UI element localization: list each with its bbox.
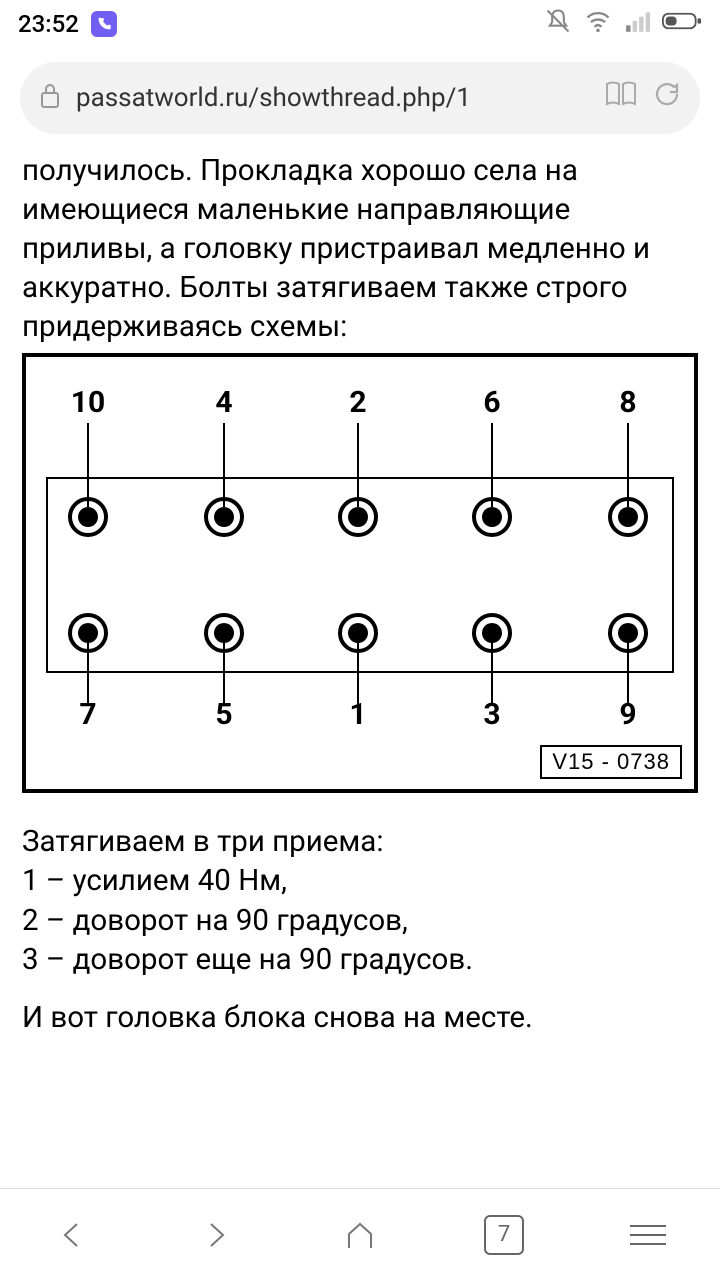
tab-count: 7 (484, 1215, 524, 1255)
back-button[interactable] (44, 1207, 100, 1263)
vibrate-icon (544, 7, 572, 41)
nav-bar: 7 (0, 1188, 720, 1280)
step-3: 3 – доворот еще на 90 градусов. (22, 943, 473, 977)
address-bar[interactable]: passatworld.ru/showthread.php/1 (20, 62, 700, 134)
url-text: passatworld.ru/showthread.php/1 (76, 83, 590, 113)
paragraph-1: получилось. Прокладка хорошо села на име… (22, 152, 698, 347)
status-bar: 23:52 (0, 0, 720, 48)
bolt-label: 2 (338, 385, 378, 420)
status-time: 23:52 (18, 10, 79, 38)
reload-icon[interactable] (652, 79, 682, 117)
wifi-icon (584, 7, 612, 41)
lock-icon (38, 81, 62, 116)
tabs-button[interactable]: 7 (476, 1207, 532, 1263)
signal-icon (624, 8, 650, 40)
content-bottom: Затягиваем в три приема: 1 – усилием 40 … (0, 805, 720, 1039)
forward-button[interactable] (188, 1207, 244, 1263)
bolt-diagram: 10745216389V15 - 0738 (22, 353, 698, 793)
viber-icon (91, 11, 117, 37)
battery-icon (662, 10, 702, 38)
menu-button[interactable] (620, 1207, 676, 1263)
paragraph-2: И вот головка блока снова на месте. (22, 999, 698, 1039)
home-button[interactable] (332, 1207, 388, 1263)
bolt-label: 10 (68, 385, 108, 420)
hamburger-icon (630, 1225, 666, 1245)
content-top: получилось. Прокладка хорошо села на име… (0, 148, 720, 347)
bolt-label: 6 (472, 385, 512, 420)
diagram-code: V15 - 0738 (540, 745, 682, 779)
reader-icon[interactable] (604, 80, 638, 116)
steps-intro: Затягиваем в три приема: (22, 825, 384, 859)
step-1: 1 – усилием 40 Нм, (22, 864, 287, 898)
step-2: 2 – доворот на 90 градусов, (22, 904, 408, 938)
bolt-label: 4 (204, 385, 244, 420)
bolt-label: 8 (608, 385, 648, 420)
